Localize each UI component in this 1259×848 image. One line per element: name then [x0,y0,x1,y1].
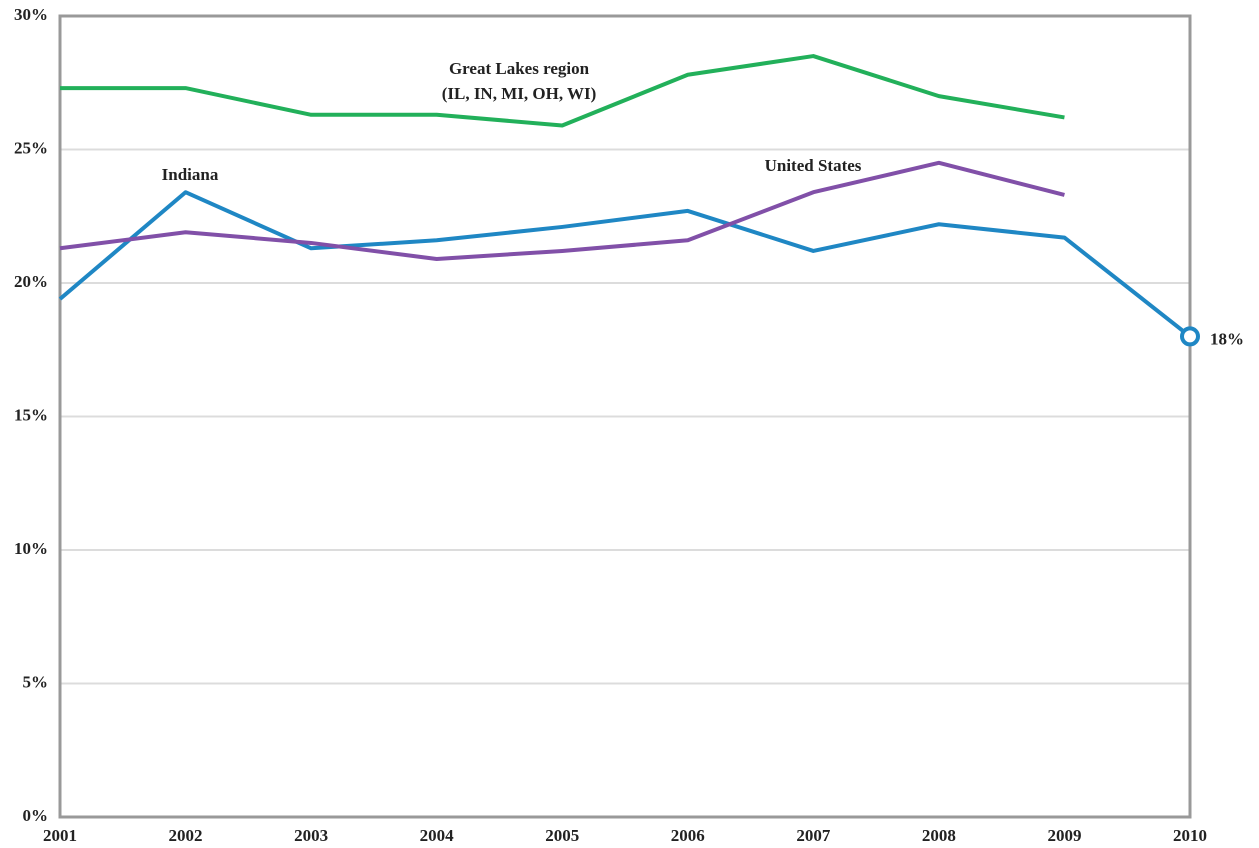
x-tick-label: 2001 [43,826,77,845]
series-label: United States [765,156,862,175]
x-tick-label: 2003 [294,826,328,845]
y-tick-label: 10% [14,539,48,558]
x-tick-label: 2005 [545,826,579,845]
plot-frame [58,14,1192,819]
y-tick-label: 15% [14,405,48,424]
series-line [58,190,1192,338]
x-tick-label: 2004 [420,826,455,845]
data-label: 18% [1210,329,1244,348]
series-line [59,160,1065,261]
x-tick-label: 2002 [169,826,203,845]
x-tick-label: 2009 [1047,826,1081,845]
x-tick-label: 2007 [796,826,831,845]
series-line [60,54,1065,128]
y-tick-label: 5% [23,672,49,691]
x-tick-label: 2010 [1173,826,1207,845]
series-label: Indiana [162,165,219,184]
series-label: Great Lakes region [449,59,590,78]
end-marker [1180,326,1200,347]
annotation: (IL, IN, MI, OH, WI) [442,84,597,103]
x-tick-label: 2008 [922,826,956,845]
x-tick-label: 2006 [671,826,705,845]
y-tick-label: 20% [14,272,48,291]
y-tick-label: 30% [14,5,48,24]
y-tick-label: 0% [23,806,49,825]
y-tick-label: 25% [14,138,48,157]
